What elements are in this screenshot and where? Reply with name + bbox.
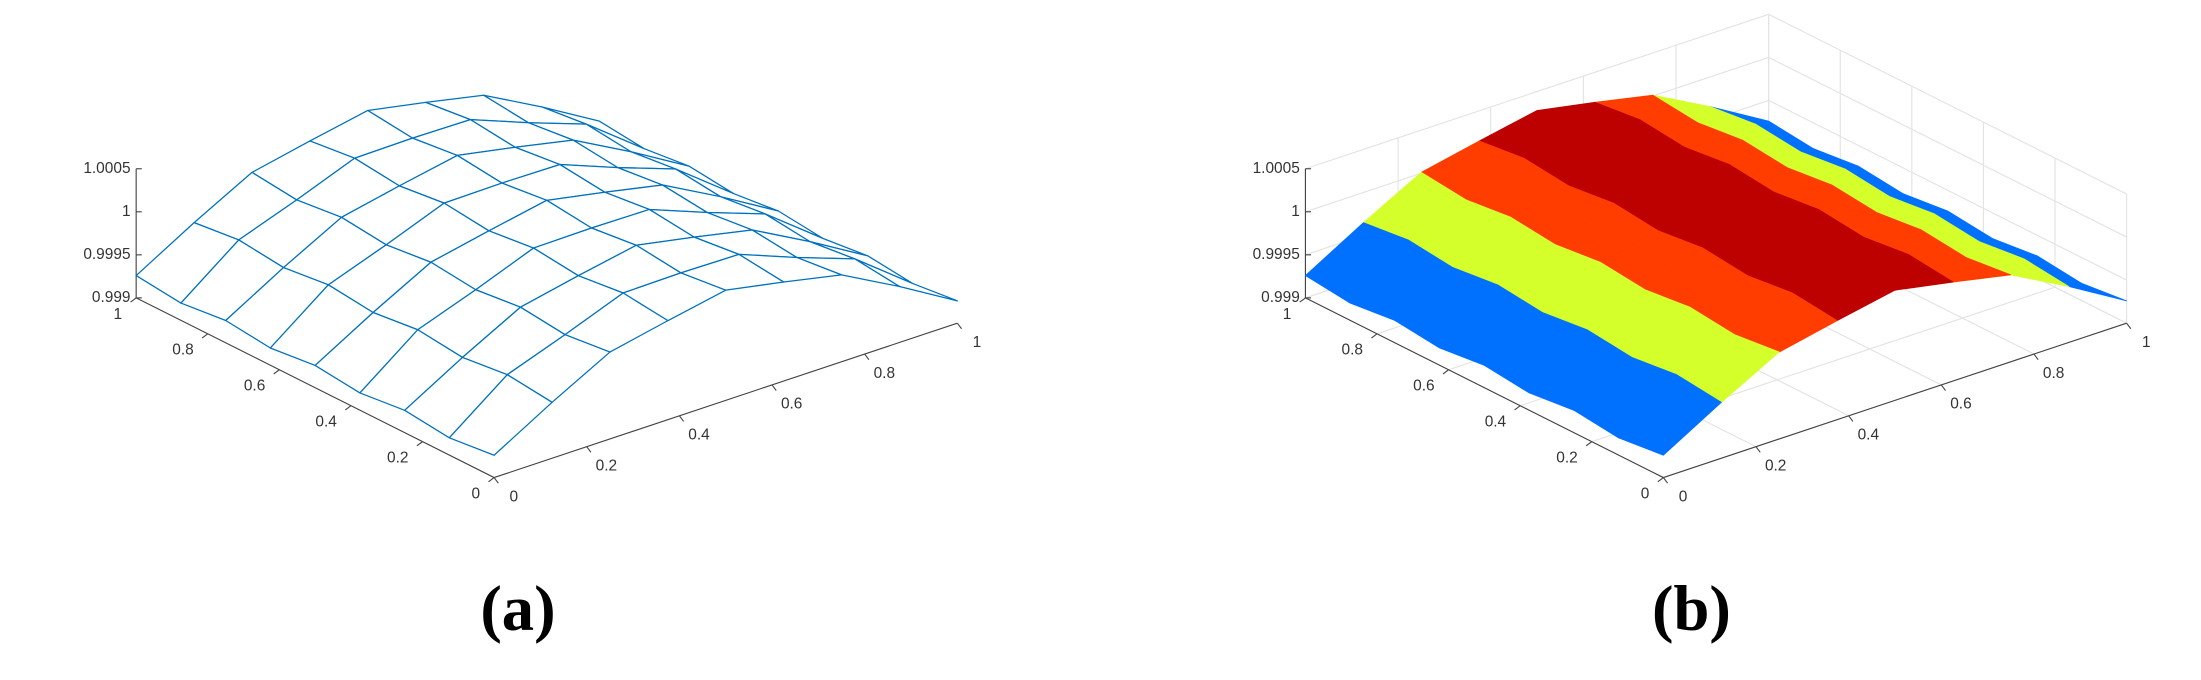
y-tick bbox=[416, 441, 423, 447]
y-tick bbox=[1442, 369, 1449, 375]
x-tick bbox=[2126, 322, 2132, 330]
y-tick-label: 0.2 bbox=[1556, 450, 1577, 467]
y-tick-label: 0.6 bbox=[1413, 378, 1434, 395]
y-tick bbox=[273, 369, 280, 375]
y-tick-label: 0.2 bbox=[387, 450, 408, 467]
x-tick bbox=[1848, 415, 1854, 422]
x-tick-label: 0.8 bbox=[874, 365, 895, 382]
y-tick-label: 0.4 bbox=[315, 414, 337, 431]
x-tick bbox=[771, 384, 777, 391]
y-tick-label: 0.8 bbox=[172, 342, 193, 359]
x-tick-label: 0.2 bbox=[596, 457, 617, 474]
x-tick bbox=[2033, 353, 2039, 360]
x-tick-label: 0.2 bbox=[1765, 457, 1786, 474]
z-tick-label: 1 bbox=[1291, 203, 1300, 220]
x-tick-label: 0 bbox=[509, 488, 518, 505]
y-tick bbox=[344, 405, 352, 411]
z-tick-label: 0.999 bbox=[1261, 289, 1300, 306]
x-tick bbox=[956, 322, 962, 330]
grid-line bbox=[1768, 13, 2127, 195]
z-tick-label: 0.999 bbox=[92, 289, 131, 306]
z-tick-label: 0.9995 bbox=[83, 246, 130, 263]
z-tick-label: 1.0005 bbox=[83, 160, 130, 177]
surface-cell bbox=[1618, 374, 1722, 456]
grid-line bbox=[1768, 56, 2127, 238]
y-tick-label: 0 bbox=[471, 485, 480, 502]
y-tick-label: 0 bbox=[1641, 485, 1650, 502]
x-tick-label: 0.6 bbox=[1950, 396, 1971, 413]
x-tick-label: 0.4 bbox=[1858, 427, 1880, 444]
x-axis bbox=[1663, 322, 2127, 479]
z-tick-label: 1.0005 bbox=[1253, 160, 1300, 177]
x-tick bbox=[678, 415, 685, 422]
y-tick bbox=[130, 297, 137, 303]
x-axis bbox=[493, 322, 958, 479]
x-tick bbox=[493, 477, 499, 484]
x-tick bbox=[1940, 384, 1946, 391]
y-tick-label: 1 bbox=[114, 306, 123, 323]
y-axis bbox=[1305, 297, 1664, 479]
y-tick bbox=[1585, 441, 1593, 447]
y-tick bbox=[1299, 297, 1306, 303]
grid-line bbox=[1768, 99, 2127, 281]
x-tick bbox=[864, 353, 870, 360]
x-tick-label: 0 bbox=[1679, 488, 1688, 505]
y-tick bbox=[1657, 477, 1664, 483]
x-tick-label: 1 bbox=[973, 334, 982, 351]
y-tick-label: 0.8 bbox=[1342, 342, 1363, 359]
x-tick-label: 0.4 bbox=[688, 427, 710, 444]
z-tick-label: 0.9995 bbox=[1253, 246, 1300, 263]
y-tick bbox=[1514, 405, 1521, 411]
x-tick bbox=[1662, 477, 1669, 484]
y-tick-label: 0.4 bbox=[1485, 414, 1507, 431]
panel-label: (a) bbox=[480, 572, 555, 644]
y-tick bbox=[1371, 333, 1378, 339]
z-tick-label: 1 bbox=[122, 203, 131, 220]
panel-label: (b) bbox=[1652, 572, 1731, 644]
y-tick-label: 1 bbox=[1283, 306, 1292, 323]
x-tick bbox=[586, 446, 592, 453]
y-tick bbox=[488, 477, 495, 483]
x-tick-label: 0.8 bbox=[2043, 365, 2064, 382]
x-tick-label: 0.6 bbox=[781, 396, 802, 413]
y-tick bbox=[201, 333, 209, 339]
x-tick-label: 1 bbox=[2142, 334, 2151, 351]
y-axis bbox=[135, 297, 495, 479]
grid-line bbox=[1305, 13, 1769, 170]
y-tick-label: 0.6 bbox=[244, 378, 265, 395]
x-tick bbox=[1755, 446, 1761, 453]
mesh-cell bbox=[448, 374, 553, 456]
